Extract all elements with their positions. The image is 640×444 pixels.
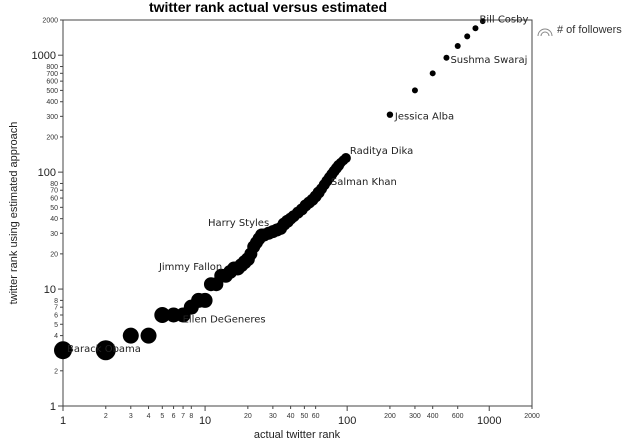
y-tick-label: 2 [54,368,58,375]
y-tick-label: 300 [46,114,58,121]
y-tick-label: 60 [50,196,58,203]
x-tick-label: 600 [452,413,464,420]
legend-label: # of followers [557,24,622,36]
point-annotation: Salman Khan [331,177,397,188]
y-tick-label: 20 [50,251,58,258]
x-tick-label: 6 [172,413,176,420]
data-point [411,87,418,94]
data-points [54,18,486,361]
y-tick-label: 1 [50,401,56,413]
x-tick-label: 5 [160,413,164,420]
y-tick-label: 600 [46,79,58,86]
data-point [340,153,351,164]
data-point [140,327,157,344]
y-tick-label: 700 [46,71,58,78]
y-tick-label: 800 [46,64,58,71]
data-point [429,70,436,77]
x-tick-label: 60 [312,413,320,420]
point-annotation: Sushma Swaraj [450,55,527,66]
y-tick-label: 4 [54,333,58,340]
point-annotation: Harry Styles [208,218,269,229]
y-tick-label: 100 [38,167,56,179]
data-point [443,54,450,61]
y-tick-label: 70 [50,188,58,195]
x-tick-label: 300 [409,413,421,420]
y-axis-label: twitter rank using estimated approach [8,122,20,305]
y-tick-label: 200 [46,134,58,141]
y-tick-label: 10 [44,284,56,296]
y-tick-label: 2000 [42,18,58,25]
y-tick-label: 5 [54,322,58,329]
y-tick-label: 1000 [32,50,56,62]
x-tick-label: 20 [244,413,252,420]
data-point [122,327,139,344]
chart-title: twitter rank actual versus estimated [149,0,387,15]
x-tick-label: 400 [427,413,439,420]
data-point [197,292,213,308]
point-annotation: Raditya Dika [350,146,413,157]
x-tick-label: 8 [189,413,193,420]
point-annotation: Ellen DeGeneres [183,314,266,325]
data-point [95,340,116,361]
x-tick-label: 100 [338,415,356,427]
x-tick-label: 200 [384,413,396,420]
y-tick-label: 7 [54,305,58,312]
x-tick-label: 2 [104,413,108,420]
x-tick-label: 3 [129,413,133,420]
x-tick-label: 2000 [524,413,540,420]
point-annotation: Jessica Alba [394,112,454,123]
x-axis: 1 10 100 1000 2 3 4 5 6 7 8 20 30 40 50 60 200 300 400 600 2… [60,406,540,427]
x-tick-label: 10 [199,415,211,427]
x-tick-label: 50 [300,413,308,420]
y-tick-label: 6 [54,313,58,320]
bubble-size-icon [537,28,553,37]
y-tick-label: 50 [50,205,58,212]
legend: # of followers [537,24,622,37]
y-tick-label: 30 [50,231,58,238]
data-point [472,25,479,32]
point-annotation: Jimmy Fallon [158,262,222,273]
y-axis: 1101001000234567820304050607080200300400… [32,18,63,413]
data-point [154,307,171,324]
point-annotation: Barack Obama [67,344,141,355]
data-point [54,341,72,360]
y-tick-label: 400 [46,99,58,106]
x-tick-label: 1000 [477,415,501,427]
x-tick-label: 7 [181,413,185,420]
x-axis-label: actual twitter rank [254,429,341,441]
x-tick-label: 4 [147,413,151,420]
y-tick-label: 8 [54,298,58,305]
x-tick-label: 1 [60,415,66,427]
x-tick-label: 30 [269,413,277,420]
data-point [464,33,471,40]
data-point [479,18,486,25]
point-annotation: Bill Cosby [479,14,528,25]
data-point [386,111,394,118]
y-tick-label: 80 [50,181,58,188]
x-tick-label: 40 [287,413,295,420]
data-point [454,42,461,49]
y-tick-label: 500 [46,88,58,95]
point-annotations: Barack Obama Ellen DeGeneres Jimmy Fallon H… [67,14,528,355]
plot-frame [62,19,533,407]
y-tick-label: 40 [50,216,58,223]
